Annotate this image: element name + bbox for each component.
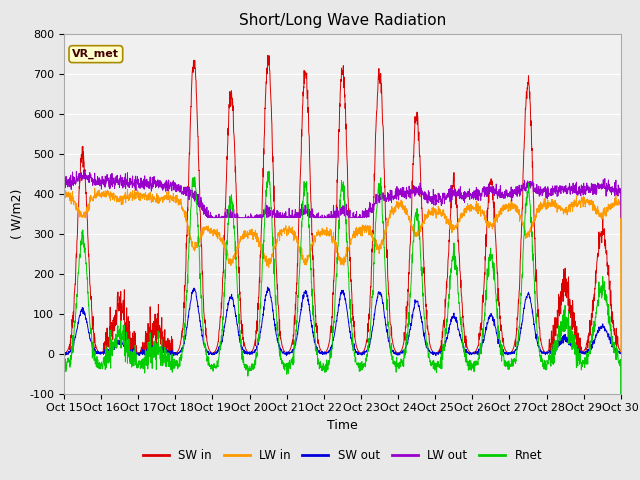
SW in [568,327,576,333]
SW out [568,344,576,350]
LW out [568,188,576,194]
Rnet [584,351,591,357]
X-axis label: Time: Time [327,419,358,432]
Rnet [216,347,223,353]
LW out [204,215,212,220]
SW out [216,347,223,352]
LW in [568,202,575,207]
SW in [60,350,68,356]
Line: LW in: LW in [64,188,621,354]
Y-axis label: ( W/m2): ( W/m2) [11,189,24,239]
SW out [371,307,379,312]
SW in [505,350,513,356]
LW out [60,183,68,189]
LW out [216,215,223,220]
Rnet [60,357,68,362]
LW out [505,192,513,197]
Rnet [265,168,273,174]
SW in [216,326,223,332]
LW in [216,234,223,240]
Rnet [371,246,379,252]
Line: LW out: LW out [64,170,621,217]
Legend: SW in, LW in, SW out, LW out, Rnet: SW in, LW in, SW out, LW out, Rnet [138,444,547,467]
Rnet [568,332,575,338]
LW in [504,207,512,213]
LW in [617,351,625,357]
Line: Rnet: Rnet [64,171,621,480]
SW out [170,353,178,359]
LW out [617,215,625,220]
LW in [359,228,367,234]
SW out [584,347,591,352]
LW out [80,167,88,173]
Line: SW in: SW in [64,55,621,354]
SW in [617,351,625,357]
LW out [359,213,367,219]
SW out [264,284,271,290]
LW in [60,192,68,197]
SW out [60,351,68,357]
LW in [91,185,99,191]
SW in [101,351,109,357]
SW in [371,151,379,156]
SW out [359,351,367,357]
Rnet [359,361,367,367]
LW out [371,201,379,206]
SW in [359,349,367,355]
Line: SW out: SW out [64,287,621,356]
SW out [617,350,625,356]
SW out [505,350,513,356]
LW in [584,196,591,202]
SW in [264,52,271,58]
SW in [584,337,591,343]
LW out [584,184,591,190]
Text: VR_met: VR_met [72,49,119,59]
Title: Short/Long Wave Radiation: Short/Long Wave Radiation [239,13,446,28]
LW in [371,240,379,245]
Rnet [504,364,512,370]
